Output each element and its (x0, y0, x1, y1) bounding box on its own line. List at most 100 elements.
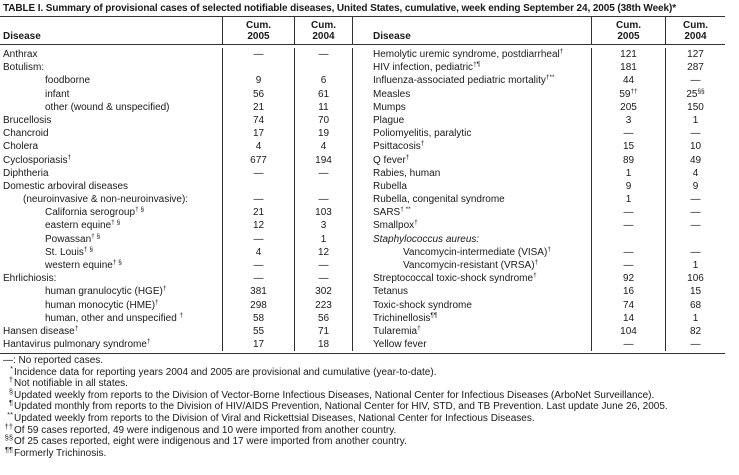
disease-table: Disease Cum. 2005 Cum. 2004 Disease Cum. 20… (0, 16, 725, 355)
cum-2005-value (222, 179, 294, 194)
footnote-text: Incidence data for reporting years 2004 … (14, 366, 437, 378)
value: 1 (692, 114, 699, 126)
value: 6 (320, 75, 327, 87)
footnote-marker: † (67, 153, 72, 161)
cum-2004-value: — (665, 219, 725, 233)
cum-2004-value: 1 (665, 311, 725, 325)
cum-2004-value (294, 179, 353, 194)
footnote-text: Updated weekly from reports to the Divis… (14, 389, 655, 401)
footnote-marker: † (405, 153, 410, 161)
table-row: foodborne 9 6 (0, 74, 353, 88)
disease-label: other (wound & unspecified) (45, 101, 170, 113)
table-row: Tetanus 16 15 (353, 285, 725, 299)
value: 1 (625, 167, 632, 179)
disease-name: Trichinellosis¶¶ (353, 312, 591, 325)
table-row: Hantavirus pulmonary syndrome† 17 18 (0, 338, 353, 352)
cum-2005-value (591, 232, 665, 246)
cum-2004-value: 287 (665, 61, 725, 75)
value: 17 (252, 339, 265, 351)
disease-name: other (wound & unspecified) (0, 101, 222, 114)
table-row: Mumps 205 150 (353, 100, 725, 114)
disease-label: SARS (373, 207, 401, 219)
footnote-symbol: § (8, 386, 13, 396)
value: 1 (692, 312, 699, 324)
cum-2004-value: — (665, 338, 725, 352)
table-row: human, other and unspecified † 58 56 (0, 311, 353, 325)
cum-2005-value: 92 (591, 272, 665, 286)
table-row: Rabies, human 1 4 (353, 166, 725, 180)
disease-name: (neuroinvasive & non-neuroinvasive): (0, 193, 222, 206)
disease-label: Vancomycin-resistant (VRSA) (403, 260, 535, 271)
value: 9 (692, 180, 699, 192)
value: 223 (315, 299, 332, 311)
cum-2004-value: 223 (294, 298, 353, 312)
footnote-symbol: ** (7, 409, 13, 419)
cum-2005-value: 381 (222, 285, 294, 299)
disease-name: human granulocytic (HGE)† (0, 285, 222, 298)
value: 127 (687, 49, 704, 60)
value: — (690, 339, 701, 351)
cum-2004-value: 302 (294, 285, 353, 299)
disease-label: Psittacosis (373, 141, 421, 153)
value: 3 (320, 220, 327, 232)
value: — (623, 339, 634, 351)
cum-2005-value: 17 (222, 338, 294, 352)
value: 14 (622, 312, 635, 324)
value: 9 (625, 180, 632, 192)
cum-2005-value: 121 (591, 48, 665, 62)
disease-label: Plague (373, 114, 405, 126)
footnote-symbol: * (10, 363, 13, 373)
footnote-marker: † (534, 259, 539, 266)
cum-2005-value: 58 (222, 311, 294, 325)
disease-name: Streptococcal toxic-shock syndrome† (353, 272, 591, 285)
header-disease-right: Disease (373, 31, 411, 42)
cum-2005-value: 298 (222, 298, 294, 312)
value: — (253, 260, 264, 271)
disease-label: Rubella, congenital syndrome (373, 194, 505, 206)
cum-2004-value: — (294, 259, 353, 273)
cum-2005-value: 1 (591, 166, 665, 180)
disease-name: Mumps (353, 101, 591, 114)
header-cum-2004-right: Cum. 2004 (665, 17, 725, 44)
disease-label: Toxic-shock syndrome (373, 299, 472, 311)
disease-name: foodborne (0, 74, 222, 87)
footnote-marker: † (162, 285, 167, 293)
header-cum-2004-left: Cum. 2004 (294, 17, 353, 44)
cum-2004-value: 103 (294, 206, 353, 220)
disease-label: Hemolytic uremic syndrome, postdiarrheal (373, 49, 560, 60)
disease-name: Q fever† (353, 154, 591, 167)
value: 58 (252, 312, 265, 324)
cum-2005-value: 74 (591, 298, 665, 312)
footnote: ** Updated weekly from reports to the Div… (3, 410, 668, 425)
value: 71 (317, 325, 330, 337)
header-cum-2005-right: Cum. 2005 (591, 17, 665, 44)
table-row: Botulism: (0, 61, 353, 75)
disease-name: SARS† ** (353, 206, 591, 219)
cum-2004-value: 4 (665, 166, 725, 180)
disease-label: human, other and unspecified (45, 312, 180, 324)
footnote-marker: † (547, 245, 551, 253)
disease-name: human monocytic (HME)† (0, 299, 222, 312)
cum-2004-value: 82 (665, 324, 725, 339)
cum-2005-value: 15 (591, 140, 665, 154)
disease-name: Chancroid (0, 127, 222, 140)
table-body: Anthrax — — Botulism: foodborne 9 6 infant 56 61 o… (0, 45, 725, 353)
cum-2004-value: — (294, 193, 353, 207)
disease-label: St. Louis (45, 246, 84, 258)
disease-label: foodborne (45, 75, 91, 87)
cum-2005-value: 74 (222, 113, 294, 128)
disease-name: Yellow fever (353, 338, 591, 351)
cum-2004-value: 15 (665, 285, 725, 299)
footnote-text: Not notifiable in all states. (14, 378, 128, 390)
cum-2005-value: 21 (222, 100, 294, 114)
footnote-marker: † (420, 140, 425, 148)
disease-label: infant (45, 88, 70, 100)
cum-2005-value: — (222, 193, 294, 207)
footnote-marker: † (146, 338, 151, 346)
disease-name: Staphylococcus aureus: (353, 233, 591, 246)
cum-2005-value: — (222, 259, 294, 273)
cum-2005-value (222, 61, 294, 75)
cum-2004-value: 10 (665, 140, 725, 154)
disease-name: Rabies, human (353, 167, 591, 180)
table-row: Chancroid 17 19 (0, 127, 353, 141)
